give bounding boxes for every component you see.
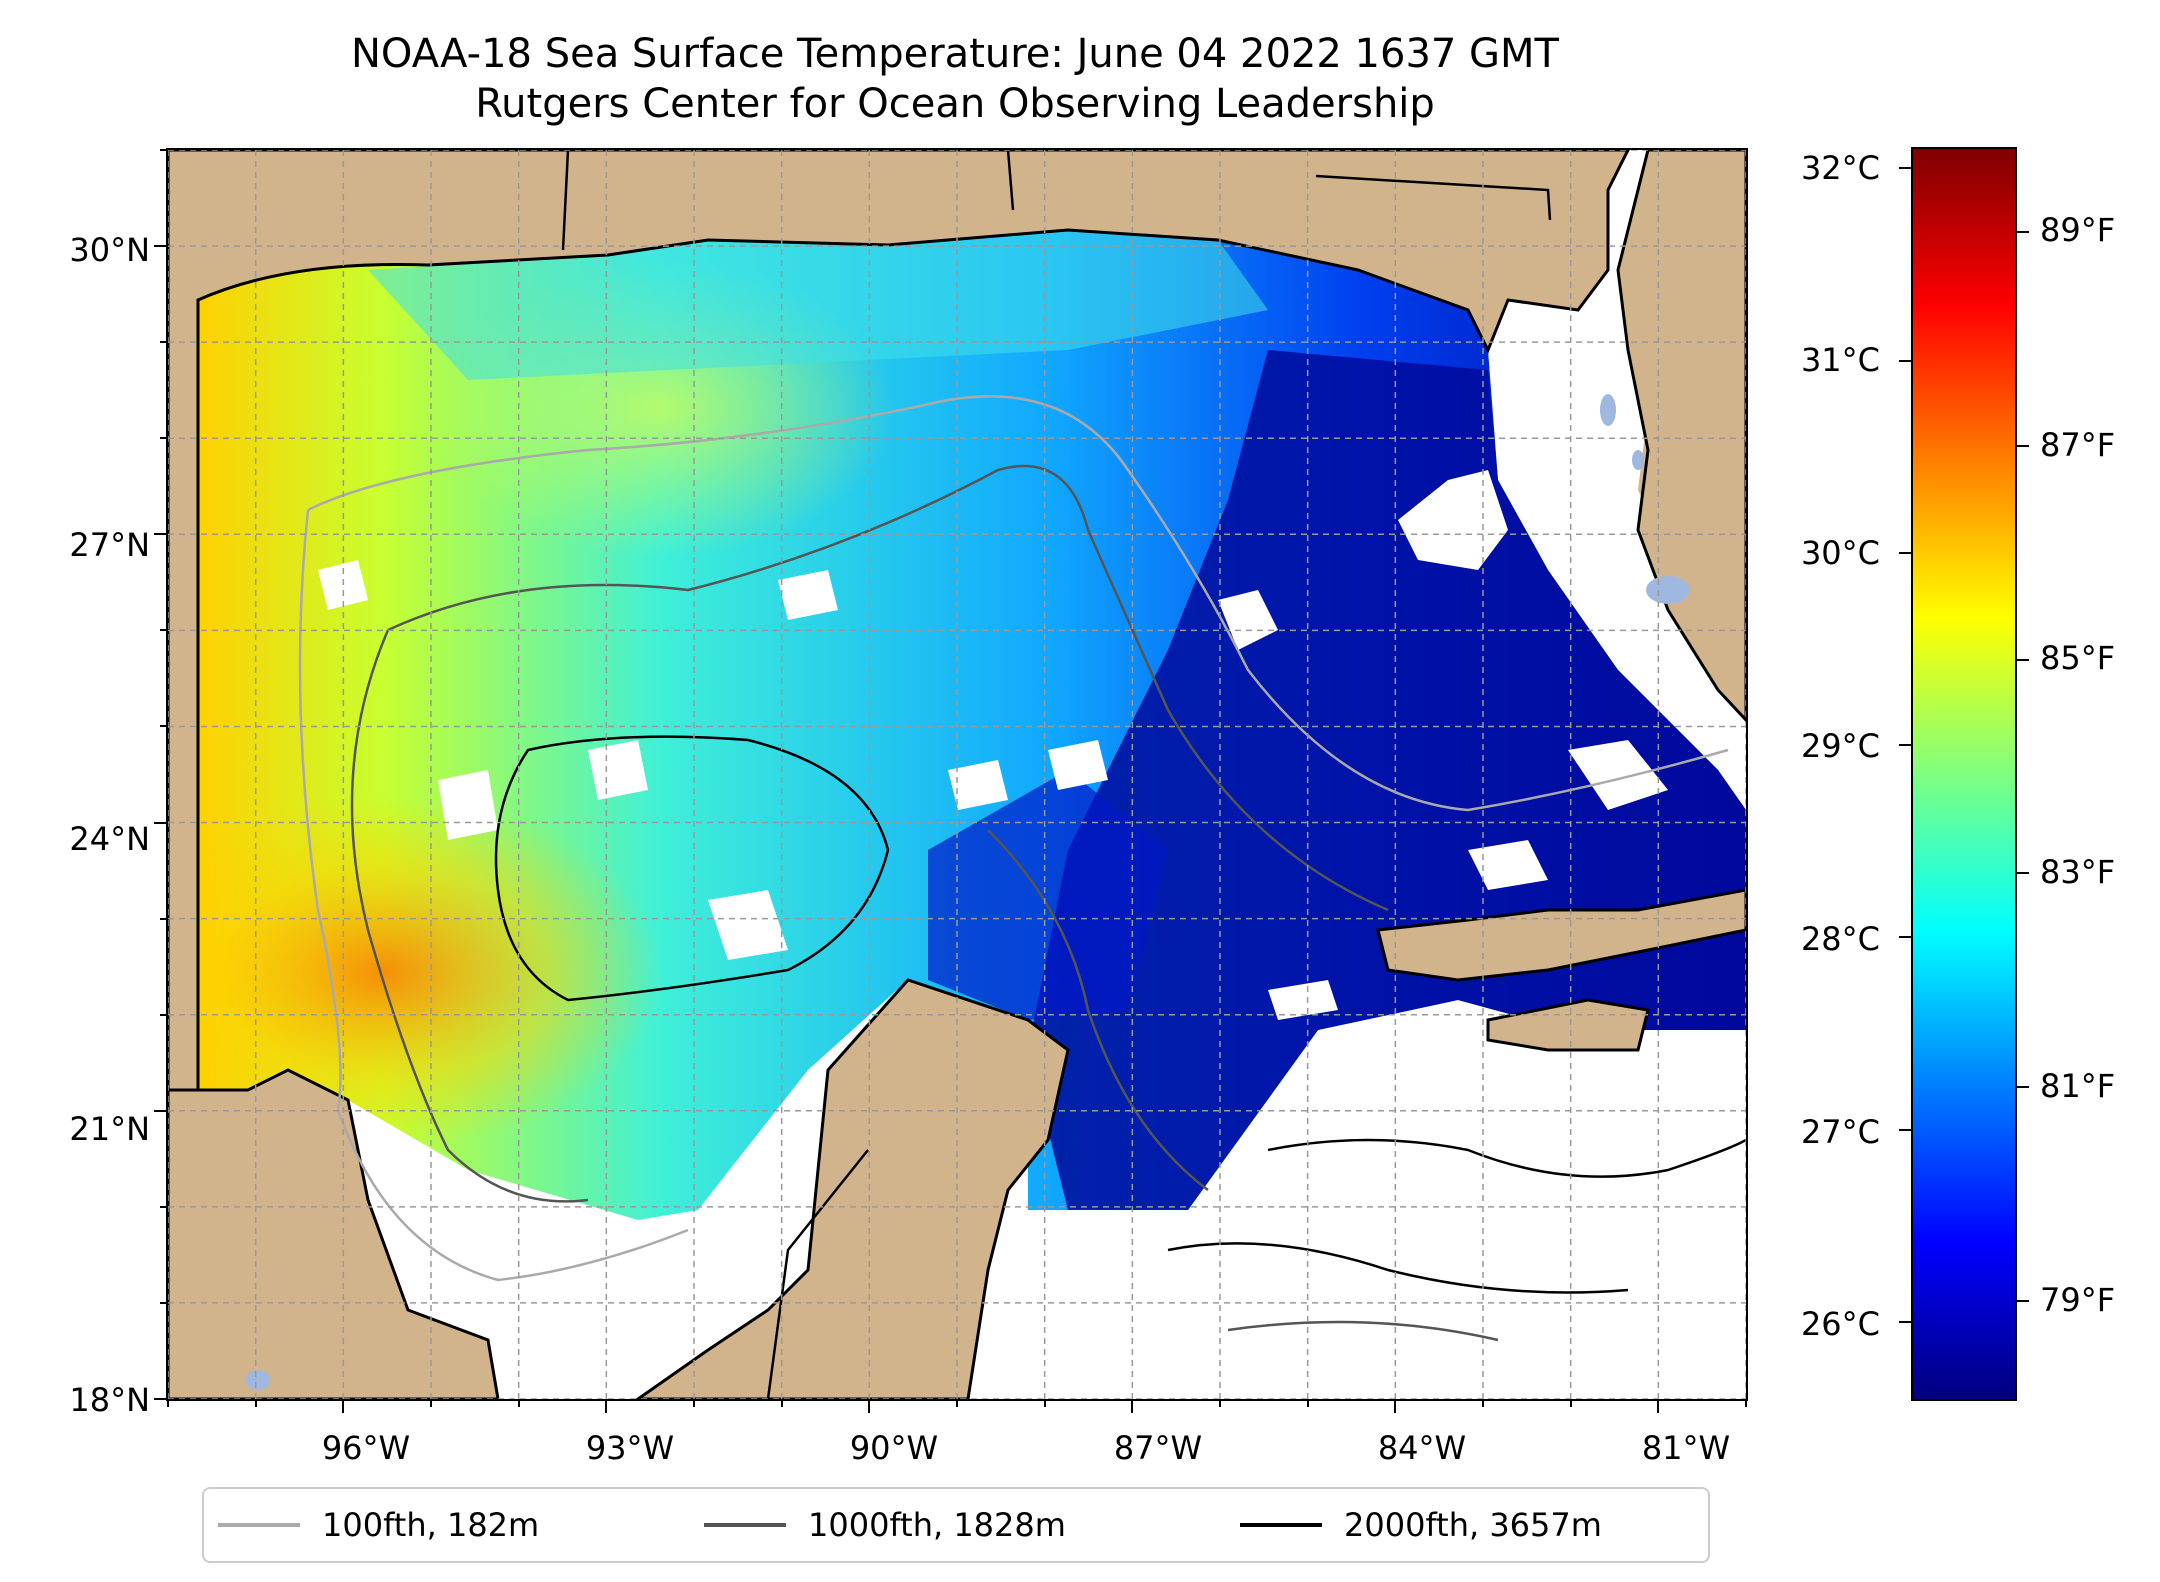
sst-field — [198, 230, 1746, 1220]
temperature-colorbar — [1911, 147, 2017, 1401]
sst-map-canvas — [168, 150, 1746, 1399]
lon-tick-mark — [342, 1401, 345, 1413]
lon-tick-mark — [956, 1401, 958, 1407]
lon-tick-mark — [780, 1401, 783, 1407]
lat-tick-mark — [160, 1301, 166, 1304]
inland-water — [246, 394, 1690, 1390]
fahrenheit-label: 89°F — [2040, 211, 2116, 249]
lon-tick-label-93w: 93°W — [585, 1429, 675, 1467]
celsius-label: 30°C — [1800, 534, 1880, 572]
lon-tick-mark — [1394, 1401, 1397, 1413]
celsius-label: 26°C — [1800, 1305, 1880, 1343]
lon-tick-mark — [1219, 1401, 1221, 1407]
lon-tick-mark — [167, 1401, 169, 1407]
legend-swatch-100fth — [218, 1523, 300, 1527]
lat-tick-mark — [160, 149, 166, 151]
lat-tick-mark — [160, 1013, 166, 1016]
legend-item-1000fth: 1000fth, 1828m — [690, 1489, 1190, 1561]
lat-tick-mark — [160, 725, 166, 728]
no-data-patches — [318, 470, 1668, 1020]
fahrenheit-tick-mark — [2017, 1299, 2029, 1302]
legend-label: 1000fth, 1828m — [808, 1506, 1066, 1544]
lon-tick-mark — [1306, 1401, 1309, 1407]
lat-tick-mark — [154, 1398, 166, 1400]
celsius-label: 29°C — [1800, 727, 1880, 765]
lon-tick-label-87w: 87°W — [1113, 1429, 1203, 1467]
lon-tick-mark — [430, 1401, 432, 1407]
political-boundaries — [561, 150, 1552, 1399]
lon-tick-mark — [1131, 1401, 1134, 1413]
celsius-tick-mark — [1899, 167, 1911, 170]
fahrenheit-label: 87°F — [2040, 426, 2116, 464]
lon-tick-mark — [1482, 1401, 1484, 1407]
bathymetry-contours — [298, 395, 1746, 1342]
legend-label: 100fth, 182m — [322, 1506, 540, 1544]
celsius-label: 31°C — [1800, 341, 1880, 379]
fahrenheit-label: 81°F — [2040, 1067, 2116, 1105]
lon-tick-mark — [693, 1401, 695, 1407]
lon-tick-mark — [1657, 1401, 1660, 1413]
celsius-label: 28°C — [1800, 920, 1880, 958]
lat-tick-mark — [154, 245, 166, 248]
lat-tick-mark — [160, 917, 166, 920]
lon-tick-label-81w: 81°W — [1641, 1429, 1731, 1467]
bathymetry-legend: 100fth, 182m 1000fth, 1828m 2000fth, 365… — [202, 1487, 1710, 1563]
lon-tick-label-84w: 84°W — [1377, 1429, 1467, 1467]
lat-tick-label-18n: 18°N — [69, 1381, 150, 1419]
fahrenheit-label: 85°F — [2040, 639, 2116, 677]
celsius-tick-mark — [1899, 1321, 1911, 1324]
lat-tick-mark — [154, 533, 166, 536]
lon-tick-mark — [605, 1401, 608, 1413]
celsius-tick-mark — [1899, 1128, 1911, 1131]
fahrenheit-tick-mark — [2017, 872, 2029, 875]
lat-tick-mark — [160, 1205, 166, 1208]
lon-tick-label-96w: 96°W — [321, 1429, 411, 1467]
fahrenheit-label: 83°F — [2040, 853, 2116, 891]
celsius-tick-mark — [1899, 744, 1911, 747]
lat-tick-mark — [160, 629, 166, 632]
legend-item-2000fth: 2000fth, 3657m — [1226, 1489, 1706, 1561]
map-title: NOAA-18 Sea Surface Temperature: June 04… — [350, 31, 1559, 77]
fahrenheit-label: 79°F — [2040, 1281, 2116, 1319]
legend-item-100fth: 100fth, 182m — [204, 1489, 644, 1561]
celsius-label: 32°C — [1800, 149, 1880, 187]
sst-map — [166, 148, 1748, 1401]
lon-tick-mark — [254, 1401, 257, 1407]
lat-tick-label-21n: 21°N — [69, 1110, 150, 1148]
celsius-label: 27°C — [1800, 1113, 1880, 1151]
map-subtitle: Rutgers Center for Ocean Observing Leade… — [475, 81, 1435, 127]
map-gridlines — [168, 150, 1746, 1399]
lon-tick-mark — [1043, 1401, 1046, 1407]
fahrenheit-tick-mark — [2017, 658, 2029, 661]
fahrenheit-tick-mark — [2017, 445, 2029, 447]
lon-tick-mark — [517, 1401, 520, 1407]
celsius-tick-mark — [1899, 359, 1911, 362]
land — [168, 150, 1746, 1399]
fahrenheit-tick-mark — [2017, 1086, 2029, 1089]
lat-tick-mark — [154, 821, 166, 824]
legend-swatch-2000fth — [1240, 1523, 1322, 1527]
lat-tick-label-30n: 30°N — [69, 231, 150, 269]
legend-swatch-1000fth — [704, 1523, 786, 1527]
fahrenheit-tick-mark — [2017, 231, 2029, 234]
lat-tick-mark — [160, 437, 166, 440]
lon-tick-mark — [868, 1401, 871, 1413]
lat-tick-label-27n: 27°N — [69, 526, 150, 564]
lon-tick-label-90w: 90°W — [849, 1429, 939, 1467]
lat-tick-mark — [154, 1109, 166, 1112]
lon-tick-mark — [1745, 1401, 1747, 1407]
celsius-tick-mark — [1899, 551, 1911, 554]
lat-tick-mark — [160, 341, 166, 344]
celsius-tick-mark — [1899, 936, 1911, 939]
lat-tick-label-24n: 24°N — [69, 820, 150, 858]
legend-label: 2000fth, 3657m — [1344, 1506, 1602, 1544]
lon-tick-mark — [1569, 1401, 1572, 1407]
